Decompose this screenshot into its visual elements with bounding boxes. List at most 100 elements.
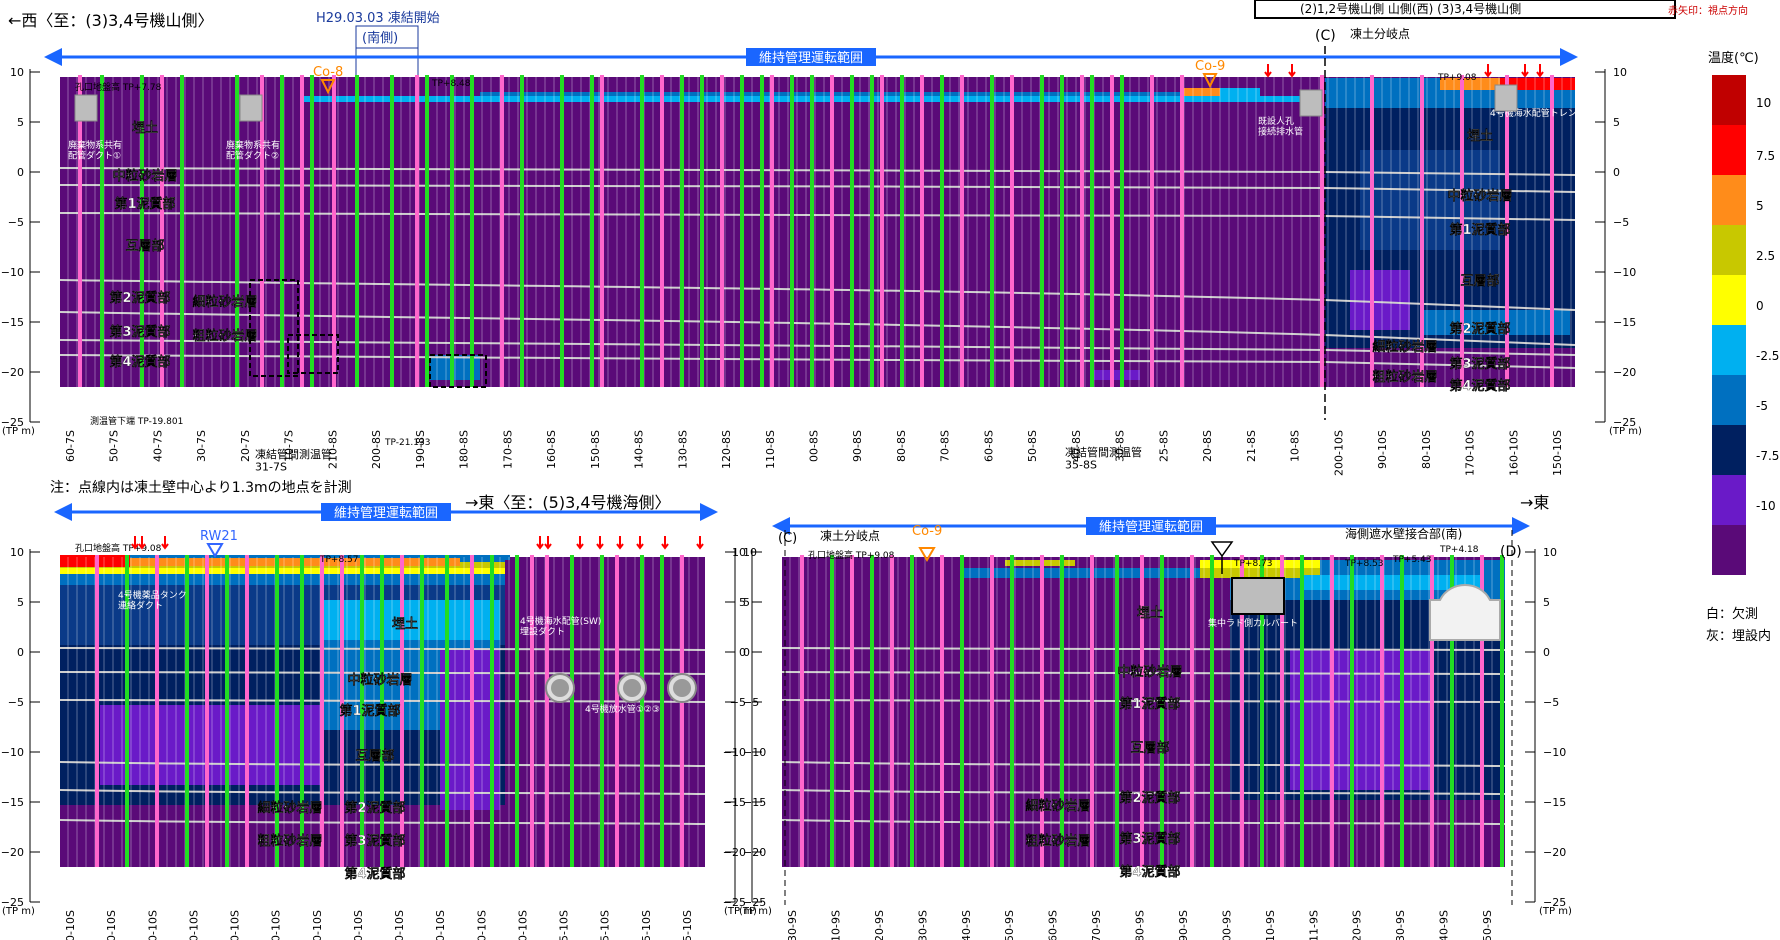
pipe-id-label: 80-10S: [1420, 430, 1433, 469]
depth-tick-label: −10: [723, 746, 746, 759]
depth-tick-label: 5: [17, 596, 24, 609]
temperature-pipe: [1460, 75, 1464, 387]
temperature-pipe: [850, 555, 854, 867]
depth-tick-label: 10: [1543, 546, 1557, 559]
layer-label: 第1泥質部: [1449, 222, 1510, 238]
pipe-id-label: 35-10S: [599, 910, 612, 940]
pipe-id-label: 200-10S: [1332, 430, 1345, 476]
layer-label: 第4泥質部: [1449, 378, 1510, 394]
depth-tick-label: 0: [17, 166, 24, 179]
temperature-pipe: [500, 75, 504, 387]
temperature-pipe: [245, 555, 249, 867]
east-direction-label: →東: [1520, 493, 1549, 512]
layer-label: 中粒砂岩層: [112, 168, 177, 184]
pipe-id-label: 25-8S: [1157, 430, 1170, 462]
freeze-pipe: [420, 555, 424, 867]
footnote: 凍結管間測温管 35-8S: [1065, 445, 1142, 472]
geologic-boundary: [59, 279, 1576, 311]
freeze-pipe: [870, 555, 874, 867]
axis-unit-label: (TP m): [724, 906, 757, 917]
pipe-id-label: 60-9S: [1047, 910, 1060, 940]
depth-tick-label: −15: [723, 796, 746, 809]
duct-structure: [239, 94, 263, 122]
freeze-pipe: [425, 75, 429, 387]
pipe-id-label: 40-10S: [516, 910, 529, 940]
pipe-id-label: 80-9S: [1134, 910, 1147, 940]
depth-tick-label: −15: [1613, 316, 1636, 329]
pipe-id-label: 110-9S: [1264, 910, 1277, 940]
temperature-pipe: [260, 75, 264, 387]
legend-color-band: [1712, 225, 1746, 275]
temperature-pipe: [1150, 75, 1154, 387]
freeze-pipe: [1500, 555, 1504, 867]
pipe-id-label: 170-10S: [1464, 430, 1477, 476]
legend-color-band: [1712, 275, 1746, 325]
freeze-pipe: [300, 555, 304, 867]
freeze-pipe: [1350, 555, 1354, 867]
duct-label: 4号機薬品タンク連絡ダクト: [118, 589, 187, 611]
pipe-id-label: 70-8S: [939, 430, 952, 462]
depth-tick-label: −20: [723, 846, 746, 859]
discharge-pipe-inner: [673, 679, 691, 697]
geologic-boundary: [59, 184, 1576, 193]
duct-label: 4号機海水配管(SW)埋設ダクト: [520, 615, 601, 637]
tp-label: TP+8.57: [319, 555, 359, 565]
pipe-id-label: 21-8S: [1245, 430, 1258, 462]
tp-label: 孔口地盤高 TP+9.08: [75, 542, 162, 554]
view-direction-arrow: [1521, 64, 1529, 78]
pipe-id-label: 90-8S: [851, 430, 864, 462]
pipe-id-label: 50-10S: [475, 910, 488, 940]
pipe-id-label: 50-8S: [1026, 430, 1039, 462]
operation-range-label: 維持管理運転範囲: [759, 51, 863, 66]
pipe-id-label: 10-9S: [829, 910, 842, 940]
temperature-pipe: [770, 75, 774, 387]
depth-tick-label: −5: [8, 216, 24, 229]
layer-label: 第1泥質部: [1119, 696, 1180, 712]
freeze-pipe: [640, 75, 644, 387]
pipe-id-label: 120-8S: [720, 430, 733, 469]
temperature-zone: [1360, 150, 1500, 250]
freeze-pipe: [1160, 555, 1164, 867]
pipe-id-label: 80-8S: [895, 430, 908, 462]
view-direction-arrow: [536, 536, 544, 550]
freeze-pipe: [280, 75, 284, 387]
measurement-note: 注：点線内は凍土壁中心より1.3mの地点を計測: [50, 480, 352, 496]
freeze-pipe: [680, 75, 684, 387]
footnote: 凍結管間測温管 31-7S: [255, 447, 332, 474]
range-label-bg: [321, 503, 451, 521]
view-direction-arrow: [131, 536, 139, 550]
layer-label: 中粒砂岩層: [347, 672, 412, 688]
layer-label: 互層部: [1460, 273, 1499, 289]
depth-tick-label: 0: [1543, 646, 1550, 659]
freeze-pipe: [590, 75, 594, 387]
pipe-id-label: 190-8S: [414, 430, 427, 469]
freeze-pipe: [790, 75, 794, 387]
freeze-pipe: [740, 75, 744, 387]
freeze-pipe: [490, 555, 494, 867]
pipe-id-label: 25-10S: [640, 910, 653, 940]
geologic-boundary: [59, 311, 1576, 346]
view-direction-arrow: [1484, 64, 1492, 78]
freeze-pipe: [1090, 75, 1094, 387]
co8-marker-label: Co-8: [313, 65, 343, 80]
tp-label: TP+4.18: [1439, 545, 1479, 555]
depth-tick-label: 10: [10, 66, 24, 79]
pipe-id-label: 140-8S: [633, 430, 646, 469]
temperature-pipe: [1480, 555, 1484, 867]
temperature-zone: [1440, 78, 1500, 90]
depth-tick-label: −25: [1, 416, 24, 429]
footnote: 測温管下端 TP-19.801: [90, 415, 183, 427]
view-direction-arrow: [1264, 64, 1272, 78]
layer-label: 第2泥質部: [1449, 321, 1510, 337]
freeze-pipe: [560, 75, 564, 387]
freeze-pipe: [810, 75, 814, 387]
pipe-id-label: 20-9S: [873, 910, 886, 940]
depth-tick-label: −20: [1, 846, 24, 859]
temperature-zone: [1090, 370, 1140, 380]
depth-tick-label: −20: [1, 366, 24, 379]
depth-tick-label: −25: [1543, 896, 1566, 909]
legend-note-gray: 灰：埋設内: [1706, 628, 1771, 644]
pipe-id-label: 15-10S: [681, 910, 694, 940]
